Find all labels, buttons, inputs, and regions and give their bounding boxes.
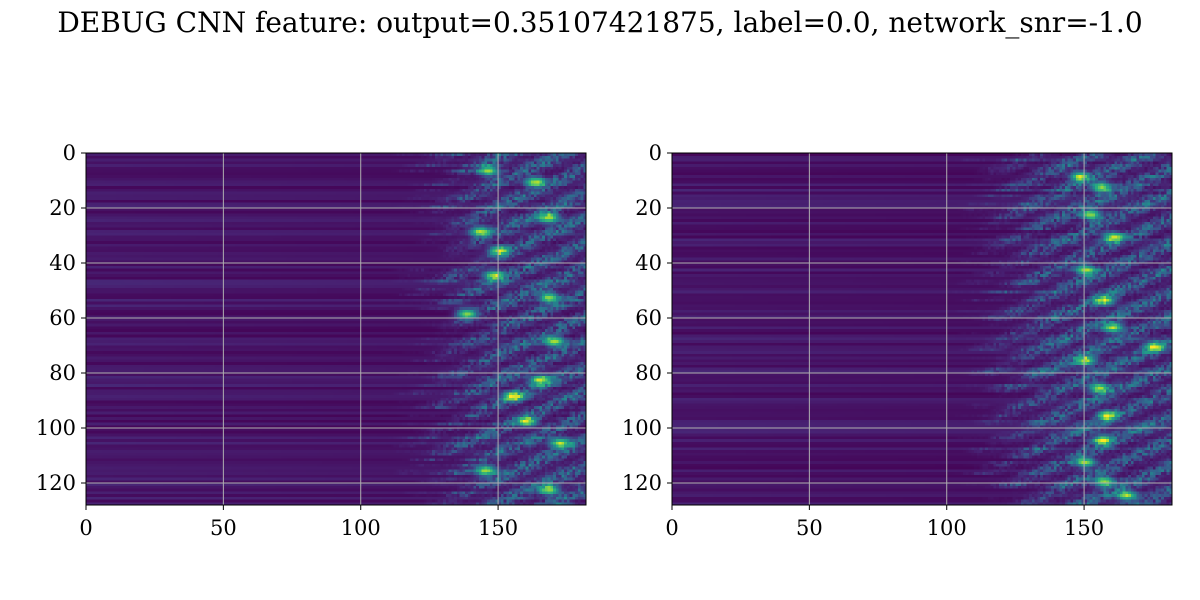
y-tick-label: 60 <box>635 306 662 330</box>
x-tick-label: 50 <box>796 516 823 540</box>
x-tick-label: 50 <box>210 516 237 540</box>
heatmap-panel-left: 0 50 100 150 0 20 40 60 80 100 120 <box>36 141 587 540</box>
y-tick-label: 120 <box>622 471 662 495</box>
y-tick-label: 0 <box>649 141 662 165</box>
heatmap-panel-right: 0 50 100 150 0 20 40 60 80 100 120 <box>622 141 1173 540</box>
y-tick-label: 100 <box>622 416 662 440</box>
y-tick-label: 120 <box>36 471 76 495</box>
x-tick-label: 150 <box>478 516 518 540</box>
y-tick-label: 60 <box>49 306 76 330</box>
y-tick-label: 40 <box>635 251 662 275</box>
axes-frame <box>671 152 1173 506</box>
figure-title: DEBUG CNN feature: output=0.35107421875,… <box>57 6 1143 39</box>
heatmap-image <box>672 153 1172 505</box>
y-tick-label: 80 <box>635 361 662 385</box>
x-tick-label: 100 <box>341 516 381 540</box>
x-tick-label: 150 <box>1064 516 1104 540</box>
y-tick-label: 40 <box>49 251 76 275</box>
x-tick-label: 100 <box>927 516 967 540</box>
x-tick-label: 0 <box>79 516 92 540</box>
y-tick-label: 20 <box>49 196 76 220</box>
y-tick-label: 0 <box>63 141 76 165</box>
y-tick-label: 20 <box>635 196 662 220</box>
x-tick-label: 0 <box>665 516 678 540</box>
axes-frame <box>85 152 587 506</box>
y-tick-label: 100 <box>36 416 76 440</box>
y-tick-label: 80 <box>49 361 76 385</box>
heatmap-image <box>86 153 586 505</box>
